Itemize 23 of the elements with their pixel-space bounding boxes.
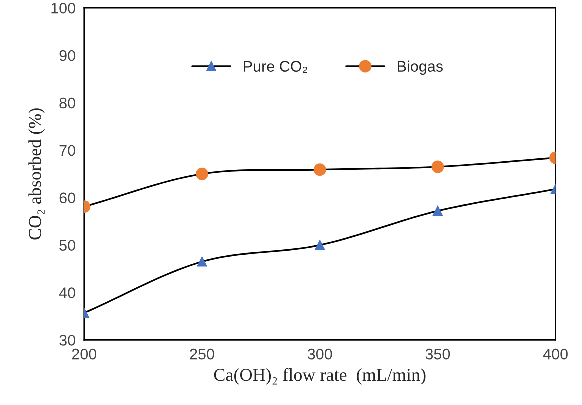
x-tick-label: 350: [426, 348, 450, 360]
x-tick-label: 200: [72, 348, 97, 360]
point: [315, 240, 325, 250]
y-tick-label: 80: [60, 98, 76, 109]
y-tick-label: 40: [59, 288, 76, 298]
y-tick-label: 60: [60, 192, 76, 204]
point: [197, 257, 208, 267]
point: [196, 168, 208, 180]
y-tick-label: 30: [60, 335, 76, 346]
y-tick-label: 70: [60, 145, 76, 156]
x-axis-title: Ca(OH)₂ flow rate (mL/min): [214, 368, 426, 385]
y-tick-label: 100: [52, 2, 76, 14]
legend-label: Pure CO₂: [244, 61, 308, 74]
point: [432, 160, 444, 174]
legend-label: Biogas: [398, 60, 443, 75]
y-tick-label: 50: [60, 240, 76, 251]
point: [314, 164, 326, 176]
x-tick-label: 250: [190, 348, 214, 360]
x-tick-label: 300: [308, 348, 332, 360]
x-tick-label: 400: [543, 348, 568, 360]
point: [433, 206, 443, 216]
y-tick-label: 90: [60, 50, 76, 62]
y-axis-title: CO₂ absorbed (%): [28, 108, 46, 240]
